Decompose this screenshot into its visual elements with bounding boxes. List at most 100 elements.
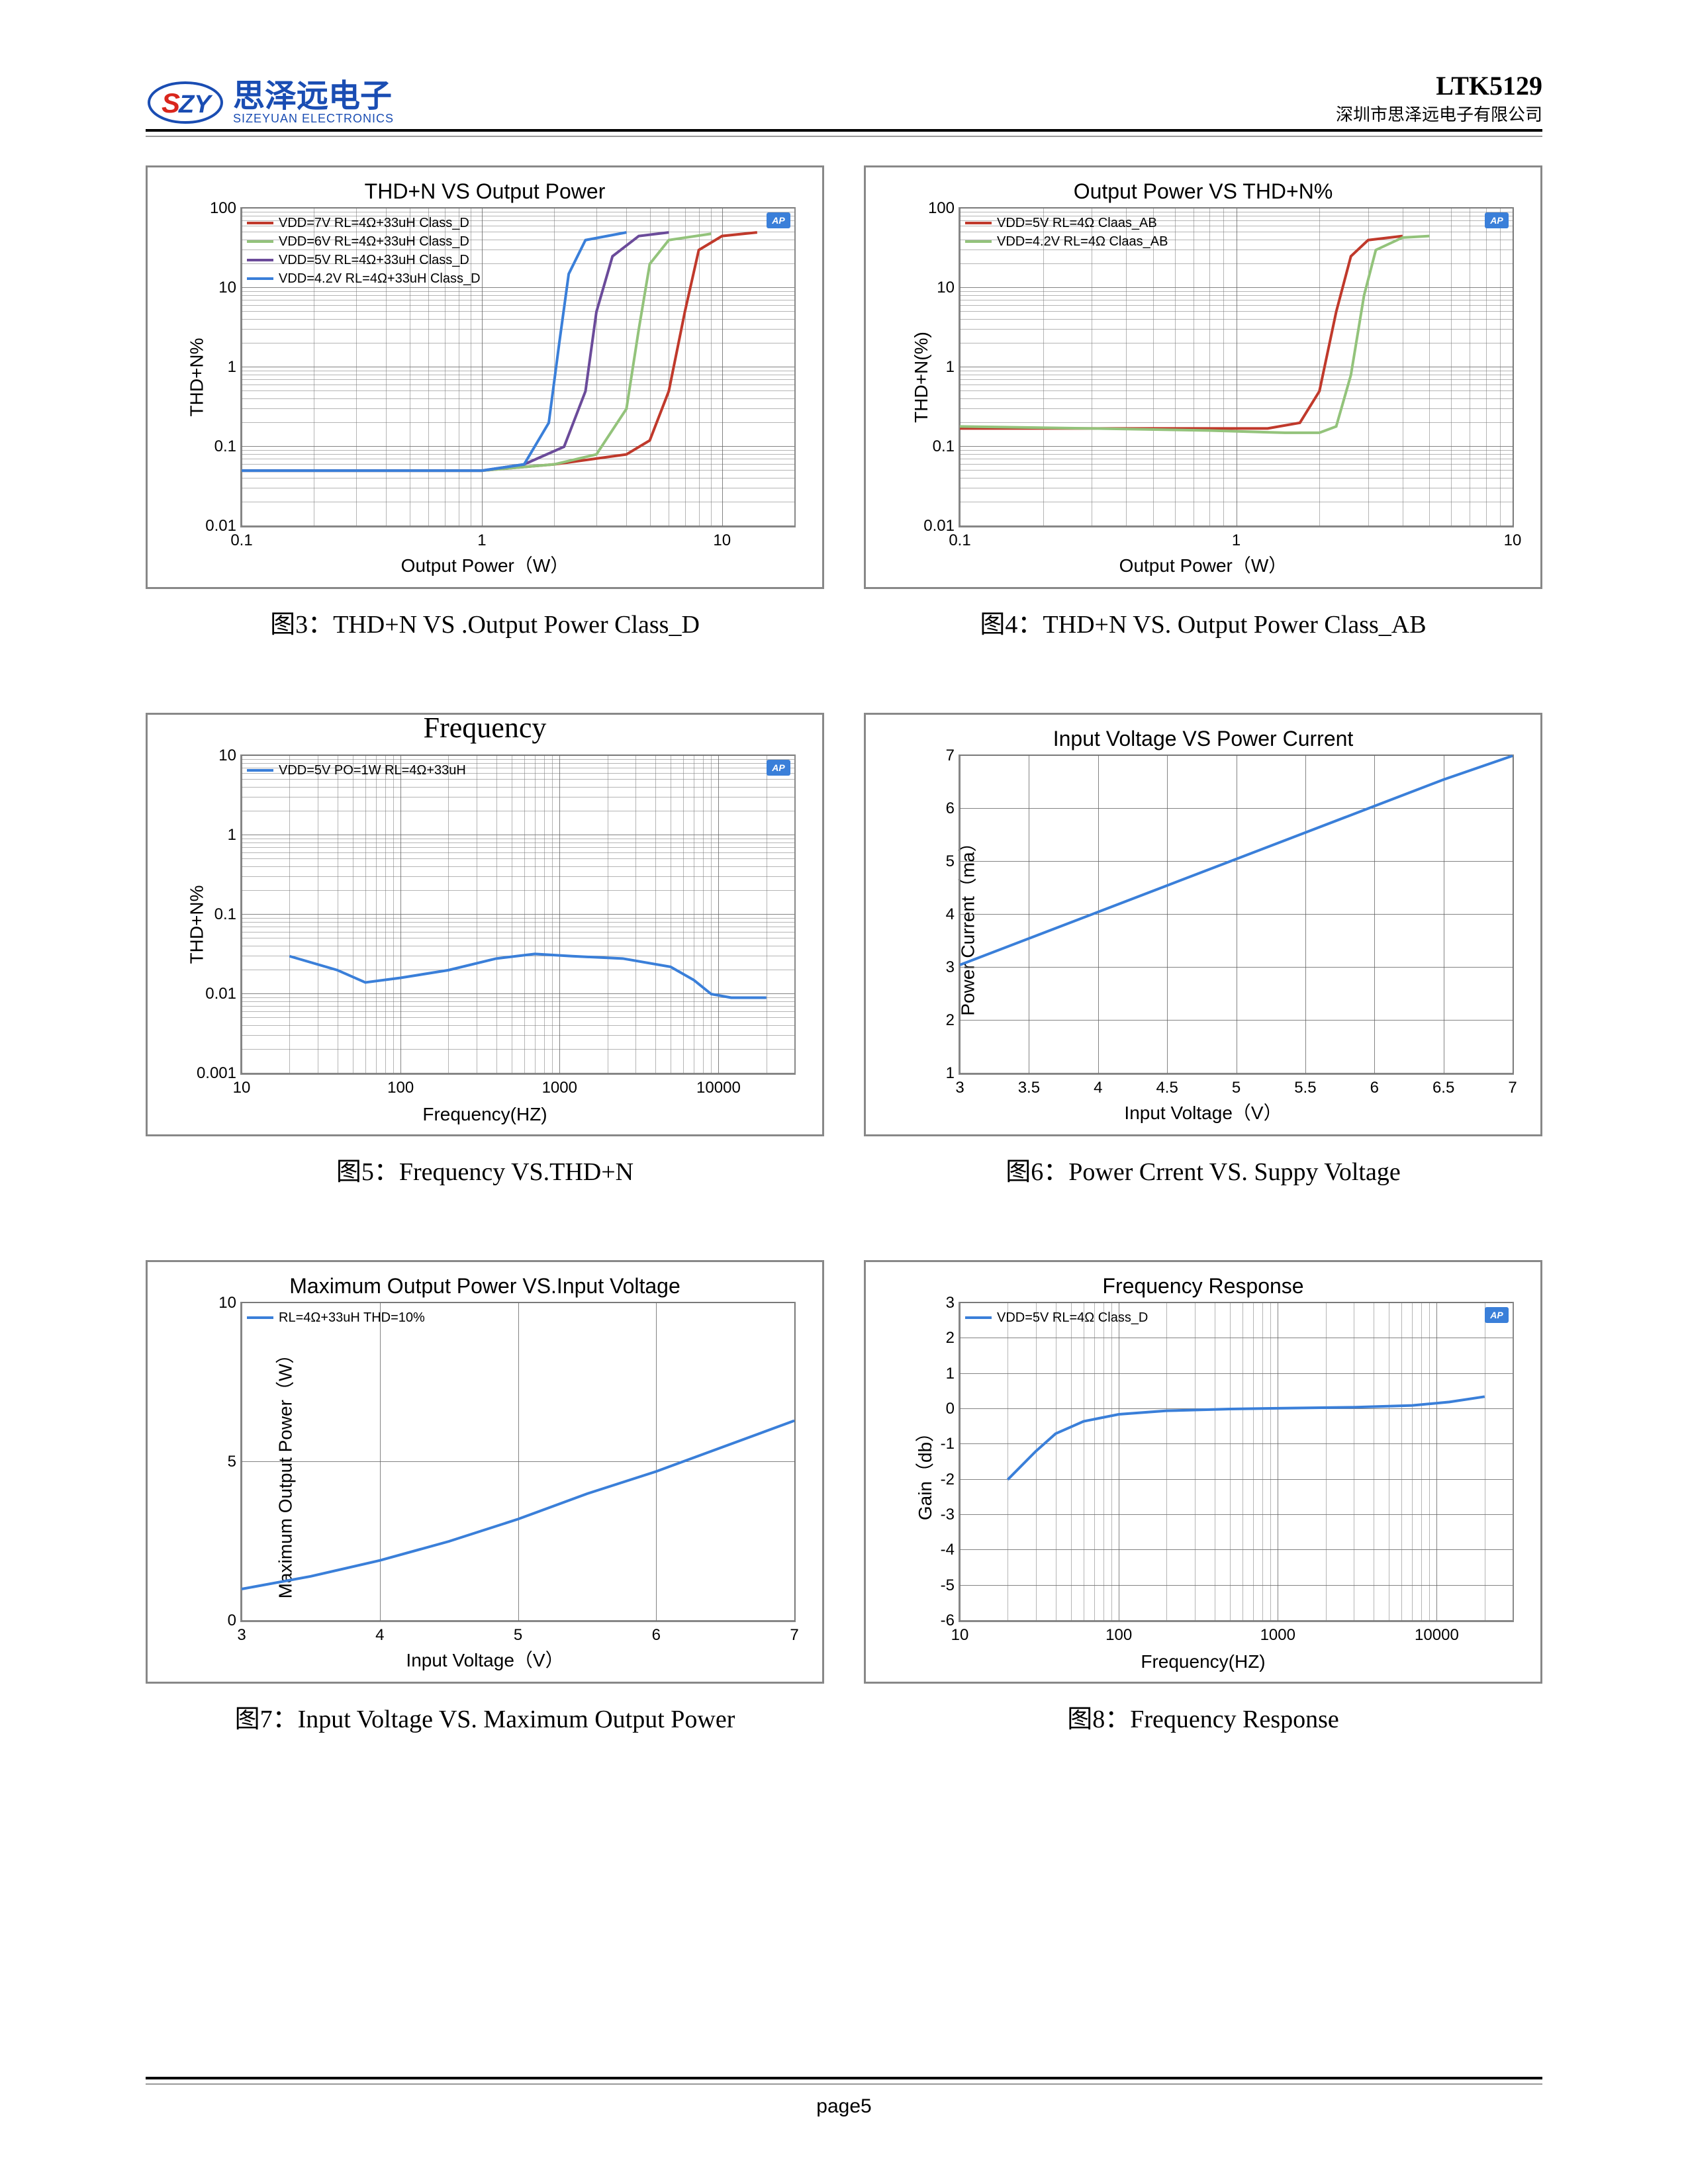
legend-item: VDD=5V RL=4Ω+33uH Class_D: [247, 251, 481, 269]
y-tick: 0.1: [214, 905, 236, 924]
y-tick: -3: [941, 1506, 955, 1524]
y-tick: -4: [941, 1541, 955, 1559]
x-axis-label: Frequency(HZ): [148, 1104, 822, 1125]
chart-title: THD+N VS Output Power: [148, 179, 822, 204]
x-tick: 6.5: [1432, 1079, 1454, 1097]
x-tick: 3.5: [1018, 1079, 1040, 1097]
series-line: [289, 954, 766, 997]
curves-svg: [960, 756, 1513, 1073]
chart-cell-7: Maximum Output Power VS.Input VoltageMax…: [146, 1260, 824, 1735]
chart-row-2: Frequency THD+N% Frequency(HZ) 0.0010.010.1…: [146, 713, 1542, 1187]
chart-cell-4: Output Power VS THD+N%THD+N(%)Output Pow…: [864, 165, 1542, 640]
part-number: LTK5129: [1336, 70, 1542, 101]
y-tick: 4: [946, 905, 955, 924]
legend-item: VDD=5V PO=1W RL=4Ω+33uH: [247, 761, 466, 780]
legend-label: VDD=5V RL=4Ω+33uH Class_D: [279, 251, 469, 269]
legend-label: VDD=5V PO=1W RL=4Ω+33uH: [279, 761, 466, 780]
legend-swatch-icon: [247, 277, 273, 280]
y-axis-label: Gain（db）: [911, 1424, 937, 1520]
svg-text:S: S: [162, 87, 180, 118]
legend-swatch-icon: [965, 1316, 992, 1319]
legend-label: VDD=6V RL=4Ω+33uH Class_D: [279, 232, 469, 251]
chart-legend: VDD=5V RL=4Ω Claas_ABVDD=4.2V RL=4Ω Claa…: [965, 214, 1168, 251]
plot-area: -6-5-4-3-2-1012310100100010000APVDD=5V R…: [959, 1302, 1514, 1622]
x-tick: 4: [375, 1626, 384, 1645]
chart-caption: 图5：Frequency VS.THD+N: [146, 1151, 824, 1187]
x-tick: 1: [477, 531, 486, 550]
chart-title: Output Power VS THD+N%: [866, 179, 1540, 204]
curves-svg: [242, 756, 794, 1073]
plot-area: 0.0010.010.111010100100010000APVDD=5V PO…: [240, 754, 796, 1075]
x-tick: 0.1: [949, 531, 970, 550]
x-tick: 0.1: [230, 531, 252, 550]
legend-swatch-icon: [965, 240, 992, 243]
chart-box: Frequency THD+N% Frequency(HZ) 0.0010.010.1…: [146, 713, 824, 1136]
page-header: S ZY 思泽远电子 SIZEYUAN ELECTRONICS LTK5129 …: [146, 66, 1542, 126]
page-number: page5: [0, 2095, 1688, 2118]
y-tick: 0.1: [933, 437, 955, 456]
y-tick: 1: [228, 826, 236, 844]
y-tick: 5: [228, 1453, 236, 1471]
x-axis-label: Output Power（W）: [866, 551, 1540, 578]
y-tick: 0: [228, 1612, 236, 1630]
curves-svg: [960, 1303, 1513, 1621]
chart-caption: 图7：Input Voltage VS. Maximum Output Powe…: [146, 1698, 824, 1735]
legend-item: VDD=4.2V RL=4Ω Claas_AB: [965, 232, 1168, 251]
y-tick: 2: [946, 1011, 955, 1030]
chart-title: Frequency Response: [866, 1274, 1540, 1298]
chart-box: Input Voltage VS Power CurrentPower Curr…: [864, 713, 1542, 1136]
chart-legend: RL=4Ω+33uH THD=10%: [247, 1308, 425, 1327]
x-tick: 10: [233, 1079, 251, 1097]
series-line: [1008, 1396, 1484, 1479]
x-tick: 1: [1232, 531, 1241, 550]
y-tick: 100: [210, 199, 236, 218]
x-tick: 100: [387, 1079, 414, 1097]
chart-cell-3: THD+N VS Output PowerTHD+N%Output Power（…: [146, 165, 824, 640]
y-tick: 0.01: [205, 985, 236, 1003]
legend-label: VDD=4.2V RL=4Ω+33uH Class_D: [279, 269, 481, 288]
x-tick: 3: [955, 1079, 964, 1097]
x-tick: 6: [1370, 1079, 1379, 1097]
legend-item: VDD=5V RL=4Ω Class_D: [965, 1308, 1148, 1327]
x-tick: 10: [951, 1626, 969, 1645]
legend-label: VDD=5V RL=4Ω Class_D: [997, 1308, 1148, 1327]
chart-legend: VDD=5V PO=1W RL=4Ω+33uH: [247, 761, 466, 780]
legend-item: VDD=6V RL=4Ω+33uH Class_D: [247, 232, 481, 251]
chart-caption: 图4：THD+N VS. Output Power Class_AB: [864, 604, 1542, 640]
y-tick: 10: [937, 279, 955, 297]
x-tick: 5: [514, 1626, 522, 1645]
series-line: [960, 236, 1429, 433]
charts-grid: THD+N VS Output Power THD+N% Output Power（…: [146, 165, 1542, 1735]
x-tick: 3: [237, 1626, 246, 1645]
plot-area: 0.010.11101000.1110APVDD=7V RL=4Ω+33uH C…: [240, 207, 796, 527]
legend-swatch-icon: [965, 222, 992, 224]
x-axis-label: Input Voltage（V）: [148, 1646, 822, 1672]
x-tick: 1000: [1260, 1626, 1295, 1645]
chart-title: Input Voltage VS Power Current: [866, 727, 1540, 751]
chart-title: Maximum Output Power VS.Input Voltage: [148, 1274, 822, 1298]
y-tick: -5: [941, 1576, 955, 1595]
curves-svg: [960, 208, 1513, 526]
chart-cell-5: Frequency THD+N% Frequency(HZ) 0.0010.010.1…: [146, 713, 824, 1187]
y-tick: 2: [946, 1329, 955, 1347]
chart-box: Frequency ResponseGain（db）Frequency(HZ)-…: [864, 1260, 1542, 1684]
chart-box: Output Power VS THD+N%THD+N(%)Output Pow…: [864, 165, 1542, 589]
series-line: [960, 756, 1513, 965]
x-tick: 7: [1508, 1079, 1517, 1097]
footer-rules: [146, 2077, 1542, 2085]
logo-mark-icon: S ZY: [146, 79, 225, 126]
y-tick: 6: [946, 799, 955, 818]
x-tick: 10: [1504, 531, 1522, 550]
legend-item: VDD=4.2V RL=4Ω+33uH Class_D: [247, 269, 481, 288]
legend-swatch-icon: [247, 1316, 273, 1319]
x-tick: 5.5: [1294, 1079, 1316, 1097]
chart-row-3: Maximum Output Power VS.Input VoltageMax…: [146, 1260, 1542, 1735]
y-tick: 10: [218, 279, 236, 297]
legend-swatch-icon: [247, 259, 273, 261]
x-tick: 4.5: [1156, 1079, 1178, 1097]
curves-svg: [242, 1303, 794, 1621]
x-tick: 1000: [542, 1079, 577, 1097]
chart-title: Frequency: [148, 711, 822, 745]
y-axis-label: THD+N%: [187, 885, 208, 964]
plot-area: 051034567RL=4Ω+33uH THD=10%: [240, 1302, 796, 1622]
